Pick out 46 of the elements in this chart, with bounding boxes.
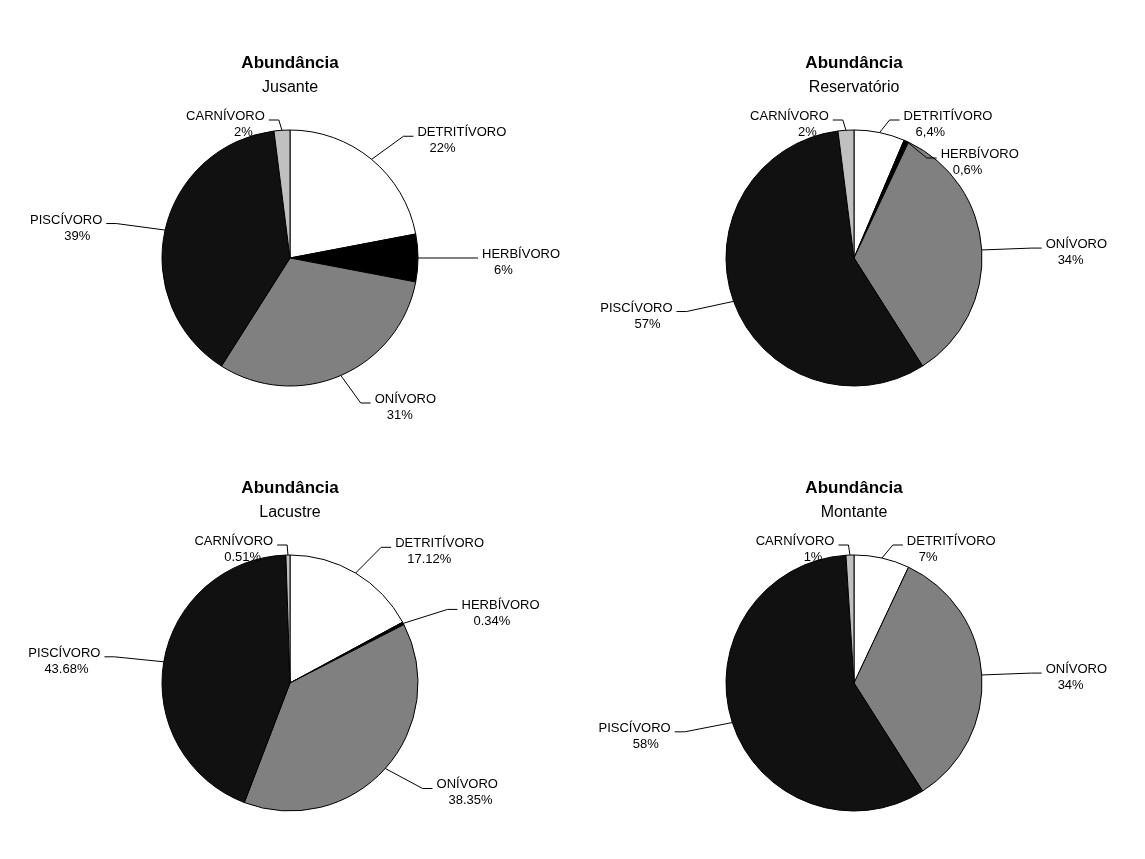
slice-label: PISCÍVORO [598,719,671,735]
slice-label: DETRITÍVORO [395,535,485,551]
slice-label: CARNÍVORO [186,108,265,123]
data-label: 2% [234,124,254,139]
data-label: 34% [1057,252,1085,268]
chart-subtitle: Montante [820,503,888,520]
slice-label: HERBÍVORO [461,597,540,613]
slice-label: ONÍVORO [1045,661,1108,677]
slice-label: PISCÍVORO [600,299,673,315]
slice-label: PISCÍVORO [30,211,103,227]
slice-label: DETRITÍVORO [417,124,507,140]
data-label: 0.34% [473,613,511,629]
chart-title: Abundância [241,478,340,497]
data-label: 1% [803,549,823,564]
slice-label: ONÍVORO [374,391,437,407]
data-label: 57% [634,315,661,331]
data-label: 0,6% [952,162,983,177]
slice-label: DETRITÍVORO [903,108,993,123]
data-label: 38.35% [448,792,494,808]
slice-label: PISCÍVORO [28,644,101,660]
slice-label: CARNÍVORO [194,533,274,548]
data-label: 17.12% [407,551,452,567]
chart-title: Abundância [805,53,904,72]
chart-subtitle: Lacustre [259,503,321,520]
data-label: 31% [386,407,414,423]
chart-subtitle: Jusante [261,78,319,95]
data-label: 6,4% [915,124,946,139]
slice-label: ONÍVORO [436,776,498,792]
data-label: 58% [632,735,660,751]
chart-title: Abundância [805,478,904,497]
slice-label: CARNÍVORO [750,108,829,123]
slice-label: HERBÍVORO [482,246,561,261]
data-label: 39% [64,227,91,243]
slice-label: HERBÍVORO [940,146,1019,161]
data-label: 43.68% [44,660,89,676]
data-label: 7% [918,549,939,564]
chart-subtitle: Reservatório [808,78,900,95]
data-label: 6% [494,262,514,277]
data-label: 22% [429,140,456,156]
data-label: 34% [1057,677,1085,693]
data-label: 0.51% [224,549,262,564]
chart-title: Abundância [241,53,340,72]
slice-label: ONÍVORO [1045,236,1108,252]
slice-label: CARNÍVORO [755,533,835,548]
slice-label: DETRITÍVORO [906,533,996,548]
data-label: 2% [798,124,818,139]
